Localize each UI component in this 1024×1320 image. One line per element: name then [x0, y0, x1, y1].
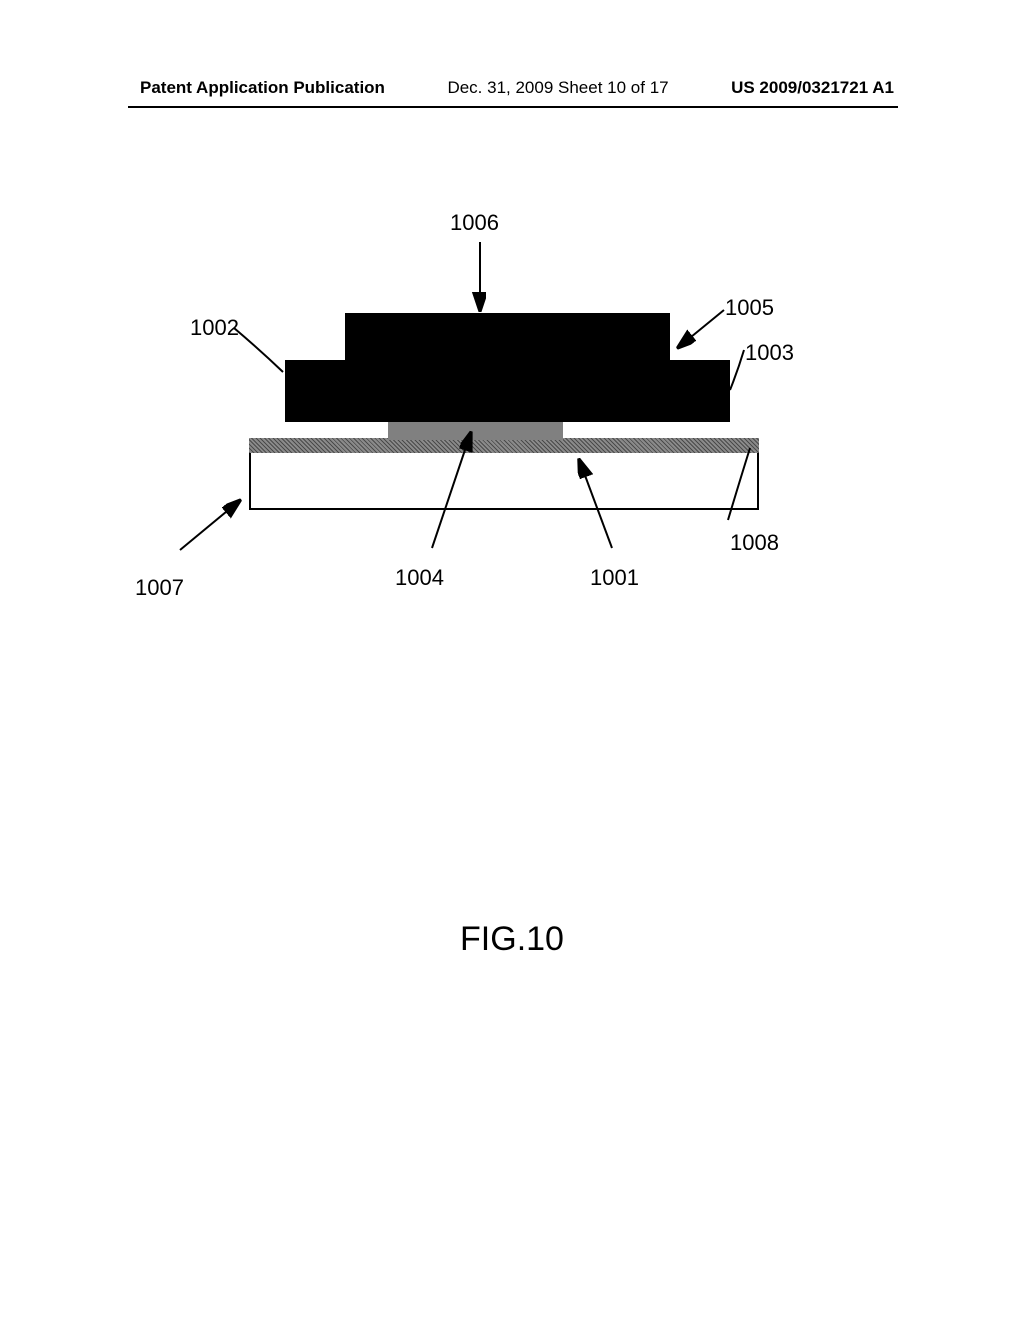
- header-patent-number: US 2009/0321721 A1: [731, 78, 894, 98]
- label-1003: 1003: [745, 340, 794, 366]
- cross-section-diagram: 1006 1005 1002 1003 1004 1001 1007 1008: [170, 220, 870, 620]
- figure-caption: FIG.10: [0, 920, 1024, 959]
- label-1005: 1005: [725, 295, 774, 321]
- header-divider: [128, 106, 898, 108]
- label-1002: 1002: [190, 315, 239, 341]
- label-1007: 1007: [135, 575, 184, 601]
- label-1004: 1004: [395, 565, 444, 591]
- label-1001: 1001: [590, 565, 639, 591]
- label-1008: 1008: [730, 530, 779, 556]
- header-date-sheet: Dec. 31, 2009 Sheet 10 of 17: [447, 78, 668, 98]
- header-publication: Patent Application Publication: [140, 78, 385, 98]
- page-header: Patent Application Publication Dec. 31, …: [0, 78, 1024, 98]
- label-1006: 1006: [450, 210, 499, 236]
